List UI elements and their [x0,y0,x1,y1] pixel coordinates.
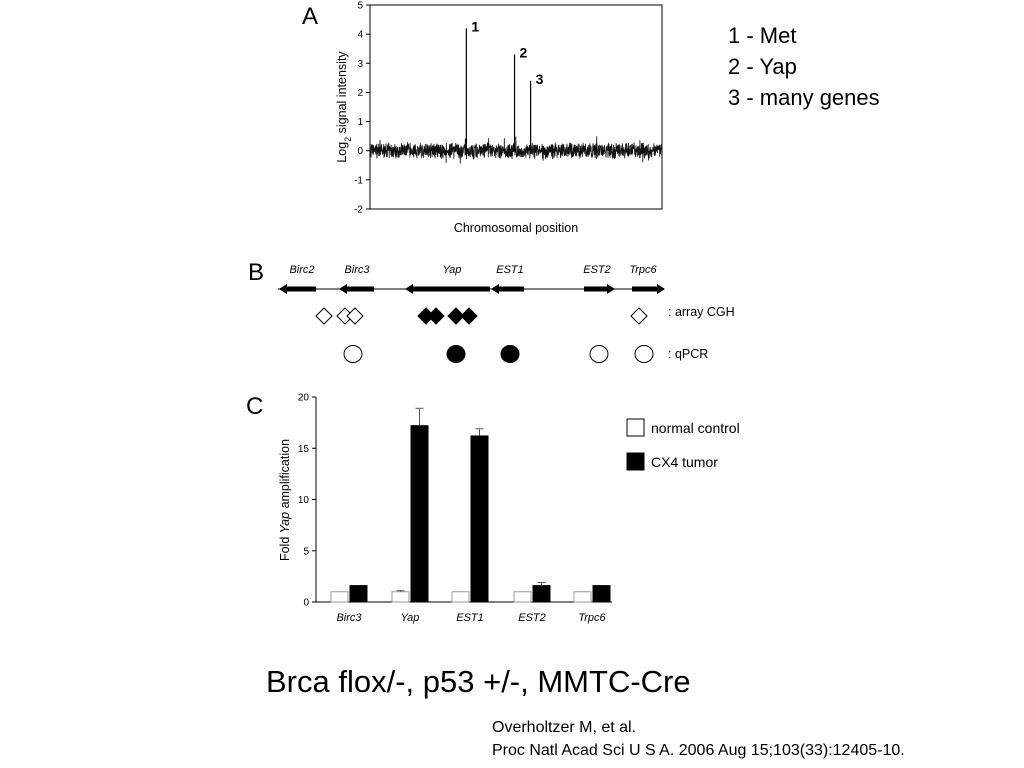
panel-a-noise-trace [369,136,663,164]
legend-label-normal-control: normal control [651,420,740,436]
cgh-marker-normal [630,307,648,325]
citation-journal: Proc Natl Acad Sci U S A. 2006 Aug 15;10… [492,742,905,759]
panel-b-letter: B [248,259,264,286]
gene-direction-arrow [339,284,347,294]
peak-key-item: 3 - many genes [728,85,880,110]
gene-label: EST2 [583,264,611,276]
y-tick-label: 5 [303,546,309,557]
gene-body [498,286,524,292]
cgh-marker-amplified [460,307,478,325]
bar-cx4-tumor [592,585,611,603]
cgh-marker-normal [346,307,364,325]
bar-normal-control [391,591,410,603]
panel-a-peaks: 1 23 [465,18,544,151]
legend-swatch-cx4-tumor [626,452,645,471]
panel-c-legend: normal control CX4 tumor [626,418,740,471]
gene-direction-arrow [491,284,499,294]
category-label: Birc3 [336,612,362,624]
panel-c: C 0 5 10 15 20 Birc3 Yap EST1 EST2 Trpc6 Fold Ya… [246,393,740,625]
citation: Overholtzer M, et al. Proc Natl Acad Sci… [492,716,905,762]
qpcr-marker-normal [589,345,609,363]
panel-a-frame [369,4,663,210]
peak-label: 1 [471,18,479,34]
bar-cx4-tumor [470,435,489,603]
citation-authors: Overholtzer M, et al. [492,719,637,736]
category-label: EST1 [456,612,484,624]
qpcr-marker-normal [634,345,654,363]
gene-body [286,286,316,292]
y-tick-label: 0 [303,598,309,609]
peak-key-item: 2 - Yap [728,54,797,79]
gene-label: Birc3 [344,264,370,276]
peak-label: 3 [536,71,544,87]
qpcr-label: : qPCR [668,347,708,361]
category-label: EST2 [518,612,546,624]
bar-normal-control [513,591,532,603]
y-tick-label: 10 [298,495,310,506]
bar-cx4-tumor [349,585,368,603]
bar-normal-control [451,591,470,603]
y-tick-label: 4 [357,30,363,41]
bar-normal-control [573,591,592,603]
gene-label: Yap [443,264,462,276]
gene-body [346,286,374,292]
category-label: Trpc6 [578,612,606,624]
y-tick-label: 20 [298,393,310,404]
y-tick-label: 15 [298,444,310,455]
panel-b: B Birc2 Birc3 Yap EST1 EST2 Trpc6 : array CGH… [248,259,735,363]
gene-body [412,286,490,292]
gene-direction-arrow [607,284,615,294]
legend-swatch-normal-control [626,418,645,437]
category-label: Yap [401,612,420,624]
y-tick-label: -2 [354,205,363,216]
qpcr-marker-amplified [446,345,466,363]
cgh-marker-amplified [447,307,465,325]
panel-a-y-ticks: -2 -1 0 1 2 3 4 5 [354,1,370,216]
peak-key-list: 1 - Met 2 - Yap 3 - many genes [728,20,880,113]
array-cgh-label: : array CGH [668,305,735,319]
y-tick-label: 2 [357,88,363,99]
peak-key-item: 1 - Met [728,23,797,48]
array-cgh-markers [315,307,648,325]
gene-map: Birc2 Birc3 Yap EST1 EST2 Trpc6 [279,264,665,294]
gene-label: Trpc6 [629,264,657,276]
cgh-marker-amplified [427,307,445,325]
panel-c-y-axis-title: Fold Yap amplification [278,439,292,561]
panel-c-y-ticks: 0 5 10 15 20 [298,393,316,609]
panel-c-letter: C [246,393,263,420]
bar-normal-control [330,591,349,603]
gene-body [584,286,608,292]
slide-title: Brca flox/-, p53 +/-, MMTC-Cre [266,664,691,699]
gene-label: Birc2 [289,264,314,276]
y-tick-label: 5 [357,1,363,12]
qpcr-marker-normal [343,345,363,363]
peak-label: 2 [520,45,528,61]
qpcr-marker-amplified [500,345,520,363]
gene-body [632,286,658,292]
y-tick-label: 1 [357,117,363,128]
panel-c-bars [330,407,611,603]
qpcr-markers [343,345,654,363]
gene-label: EST1 [496,264,524,276]
signal-noise-path [369,136,663,164]
legend-label-cx4-tumor: CX4 tumor [651,454,718,470]
panel-c-category-labels: Birc3 Yap EST1 EST2 Trpc6 [336,612,606,624]
panel-a-y-axis-title: Log2 signal intensity [335,51,353,163]
gene-direction-arrow [279,284,287,294]
cgh-marker-normal [315,307,333,325]
panel-a-letter: A [302,3,318,30]
y-tick-label: 0 [357,146,363,157]
gene-direction-arrow [657,284,665,294]
y-tick-label: 3 [357,59,363,70]
panel-a-x-axis-title: Chromosomal position [454,221,578,235]
gene-direction-arrow [405,284,413,294]
bar-cx4-tumor [410,425,429,603]
bar-cx4-tumor [532,585,551,603]
y-tick-label: -1 [354,175,363,186]
